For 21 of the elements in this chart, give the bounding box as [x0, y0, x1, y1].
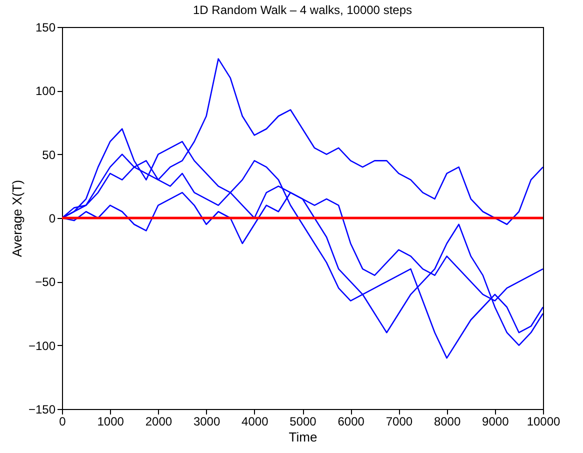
x-tick-label: 5000 — [290, 414, 317, 428]
x-tick-label: 8000 — [434, 414, 461, 428]
x-tick-label: 9000 — [482, 414, 510, 428]
y-tick-label: 0 — [48, 212, 56, 226]
y-tick-label: −100 — [28, 338, 56, 353]
x-tick-label: 7000 — [386, 414, 413, 428]
x-tick-label: 10000 — [526, 414, 561, 428]
y-axis-title: Average X(T) — [9, 180, 24, 258]
x-tick-label: 4000 — [242, 414, 269, 428]
y-tick-label: 50 — [42, 148, 56, 162]
y-tick-label: 150 — [35, 20, 56, 34]
chart-title: 1D Random Walk – 4 walks, 10000 steps — [193, 3, 412, 17]
x-tick-label: 0 — [59, 414, 66, 428]
x-tick-label: 2000 — [145, 414, 172, 428]
y-tick-label: −150 — [28, 402, 56, 416]
x-tick-label: 6000 — [338, 414, 365, 428]
x-axis-title: Time — [288, 430, 318, 444]
y-tick-label: 100 — [35, 84, 56, 98]
x-tick-label: 3000 — [193, 414, 220, 428]
x-tick-label: 1000 — [97, 414, 124, 428]
y-tick-label: −50 — [35, 275, 56, 290]
